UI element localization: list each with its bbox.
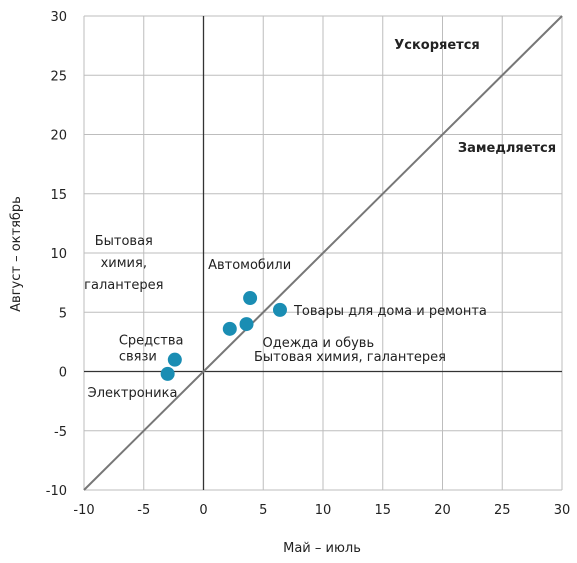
- x-tick-label: -10: [73, 503, 94, 518]
- point-label: Средства связи: [119, 334, 184, 365]
- data-points: [160, 291, 287, 381]
- data-point: [272, 302, 287, 317]
- x-tick-label: 25: [494, 503, 511, 518]
- x-tick-label: 30: [554, 503, 571, 518]
- x-tick-labels: -10 -5 0 5 10 15 20 25 30: [73, 503, 570, 518]
- point-label-line: химия,: [101, 256, 147, 271]
- point-label-line: Бытовая: [95, 234, 153, 249]
- x-tick-label: 10: [315, 503, 332, 518]
- region-label-decelerating: Замедляется: [458, 141, 556, 156]
- region-label-household: Бытовая химия, галантерея: [254, 350, 446, 365]
- x-tick-label: 0: [199, 503, 207, 518]
- x-tick-label: 15: [374, 503, 391, 518]
- x-axis-title: Май – июль: [283, 541, 361, 556]
- data-point: [239, 317, 254, 332]
- region-label-accelerating: Ускоряется: [394, 38, 480, 53]
- point-label-line: Средства: [119, 334, 184, 349]
- x-tick-label: -5: [137, 503, 150, 518]
- y-tick-label: 25: [50, 69, 67, 84]
- y-tick-label: -5: [54, 425, 67, 440]
- data-point: [167, 352, 182, 367]
- point-labels: Автомобили Товары для дома и ремонта Одежд…: [84, 234, 487, 401]
- point-label: Автомобили: [208, 258, 291, 273]
- y-tick-label: -10: [46, 484, 67, 499]
- point-label: Товары для дома и ремонта: [293, 304, 487, 319]
- y-tick-labels: -10 -5 0 5 10 15 20 25 30: [46, 10, 67, 499]
- y-tick-label: 0: [59, 366, 67, 381]
- y-tick-label: 30: [50, 10, 67, 25]
- x-tick-label: 5: [259, 503, 267, 518]
- point-label: Электроника: [88, 386, 178, 401]
- y-tick-label: 10: [50, 247, 67, 262]
- point-label: Одежда и обувь: [263, 336, 375, 351]
- reference-line: [83, 15, 563, 491]
- point-label-line: связи: [119, 350, 157, 365]
- x-tick-label: 20: [434, 503, 451, 518]
- y-axis-title: Август – октябрь: [9, 196, 24, 312]
- data-point: [160, 366, 175, 381]
- point-label: Бытовая химия, галантерея: [84, 234, 163, 293]
- diagonal-line: [83, 15, 563, 491]
- y-tick-label: 20: [50, 129, 67, 144]
- point-label-line: галантерея: [84, 278, 163, 293]
- y-tick-label: 5: [59, 306, 67, 321]
- data-point: [243, 291, 258, 306]
- data-point: [222, 321, 237, 336]
- y-tick-label: 15: [50, 188, 67, 203]
